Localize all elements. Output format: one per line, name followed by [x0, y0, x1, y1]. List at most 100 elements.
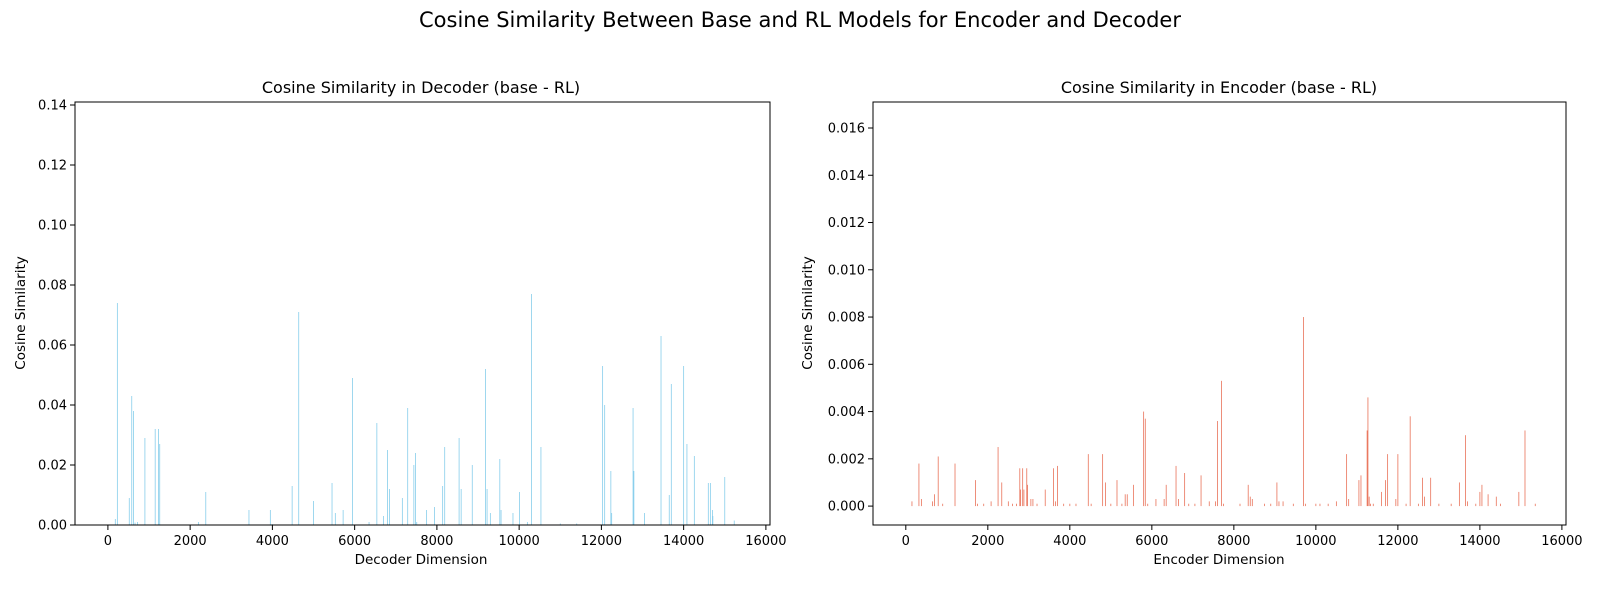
decoder-bar	[298, 312, 300, 525]
encoder-bar	[1053, 468, 1054, 507]
encoder-bar	[1223, 503, 1224, 507]
encoder-bar	[1270, 503, 1272, 507]
encoder-bar	[1430, 477, 1432, 507]
encoder-bar	[1063, 503, 1065, 507]
encoder-bar	[1395, 499, 1397, 507]
encoder-bar	[1495, 496, 1497, 507]
decoder-bar	[489, 513, 491, 525]
encoder-bar	[1132, 484, 1134, 507]
encoder-bar	[1124, 494, 1126, 507]
decoder-bar	[633, 471, 635, 525]
decoder-bar	[137, 522, 138, 525]
encoder-bar	[1319, 503, 1321, 507]
encoder-bar	[1422, 477, 1423, 507]
decoder-bar	[376, 423, 378, 525]
encoder-bar	[1276, 482, 1278, 507]
encoder-bar	[1126, 494, 1128, 507]
decoder-bar	[733, 520, 735, 525]
encoder-bar	[1479, 491, 1481, 507]
decoder-bar	[512, 513, 514, 525]
encoder-y-tick-label: 0.004	[828, 405, 865, 420]
encoder-bar	[1221, 380, 1222, 507]
encoder-chart: Cosine Similarity in Encoder (base - RL)…	[800, 78, 1583, 568]
encoder-bar	[1090, 503, 1092, 507]
encoder-bar	[1327, 503, 1329, 507]
encoder-bar	[1239, 503, 1241, 507]
encoder-y-tick-label: 0.016	[828, 121, 865, 136]
decoder-bar	[644, 513, 645, 525]
encoder-bar	[1315, 503, 1317, 507]
encoder-x-tick-label: 4000	[1053, 534, 1086, 549]
encoder-bar	[1188, 503, 1190, 507]
encoder-x-tick-label: 8000	[1217, 534, 1250, 549]
encoder-bar	[1387, 454, 1389, 507]
encoder-y-ticks: 0.000 0.002 0.004 0.006 0.008 0.010 0.012 0.014…	[828, 121, 873, 515]
encoder-bar	[1424, 496, 1425, 507]
decoder-plot-frame	[74, 101, 771, 526]
encoder-bar	[1215, 501, 1216, 507]
decoder-y-tick-label: 0.06	[38, 339, 67, 354]
encoder-bar	[983, 503, 985, 507]
encoder-x-tick-label: 6000	[1135, 534, 1168, 549]
decoder-bar	[197, 522, 199, 525]
encoder-bar	[1524, 430, 1526, 507]
encoder-bar	[1278, 501, 1280, 507]
encoder-bar	[1217, 421, 1218, 507]
encoder-bar	[937, 456, 939, 507]
decoder-bar	[248, 510, 250, 525]
encoder-x-tick-label: 10000	[1295, 534, 1336, 549]
encoder-bar	[1102, 454, 1104, 507]
decoder-y-tick-label: 0.12	[38, 159, 67, 174]
encoder-x-tick-label: 0	[902, 534, 910, 549]
encoder-bar	[1105, 482, 1106, 507]
encoder-bar	[1467, 501, 1468, 507]
decoder-bar	[668, 495, 670, 525]
encoder-bar	[1292, 503, 1294, 507]
decoder-bar	[387, 450, 388, 525]
decoder-bar	[632, 408, 634, 525]
decoder-bar	[485, 369, 486, 525]
encoder-bar	[1534, 503, 1536, 507]
decoder-bar	[559, 523, 561, 525]
encoder-bar	[1075, 503, 1077, 507]
encoder-bar	[1360, 475, 1362, 507]
decoder-bar	[389, 489, 390, 525]
decoder-bar	[712, 516, 714, 525]
decoder-bar	[442, 486, 444, 525]
decoder-bar	[133, 411, 134, 525]
encoder-bar	[1069, 503, 1071, 507]
encoder-bar	[1358, 480, 1360, 507]
encoder-y-tick-label: 0.014	[828, 169, 865, 184]
encoder-bar	[1475, 503, 1477, 507]
decoder-x-axis-label: Decoder Dimension	[355, 552, 488, 568]
encoder-x-axis-label: Encoder Dimension	[1153, 552, 1284, 568]
encoder-bar	[1163, 499, 1165, 507]
encoder-bar	[1001, 482, 1003, 507]
decoder-bar	[413, 465, 415, 525]
decoder-bar	[114, 519, 116, 525]
decoder-bar	[460, 489, 462, 525]
decoder-y-tick-label: 0.14	[38, 99, 67, 114]
encoder-bar	[1367, 397, 1369, 507]
decoder-bar	[683, 366, 685, 525]
encoder-bar	[997, 447, 999, 507]
encoder-bar	[1381, 491, 1382, 507]
decoder-bar	[660, 336, 662, 525]
encoder-bar	[1110, 503, 1112, 507]
decoder-bar	[205, 492, 207, 525]
decoder-bar	[383, 516, 384, 525]
encoder-bar	[1251, 499, 1253, 507]
encoder-bar	[1165, 484, 1167, 507]
decoder-bar	[434, 507, 435, 525]
encoder-bar	[1405, 503, 1407, 507]
encoder-bar	[1116, 480, 1118, 507]
encoder-bar	[1346, 454, 1348, 507]
encoder-bar	[1022, 468, 1024, 507]
decoder-x-ticks: 0 2000 4000 6000 8000 10000 12000 14000 16000	[104, 525, 787, 549]
encoder-bar	[932, 501, 933, 507]
decoder-y-ticks: 0.00 0.02 0.04 0.06 0.08 0.10 0.12 0.14	[38, 99, 75, 534]
encoder-y-axis-label: Cosine Similarity	[800, 256, 816, 369]
decoder-bar	[159, 444, 161, 525]
decoder-bar	[352, 378, 353, 525]
encoder-bar	[975, 480, 976, 507]
